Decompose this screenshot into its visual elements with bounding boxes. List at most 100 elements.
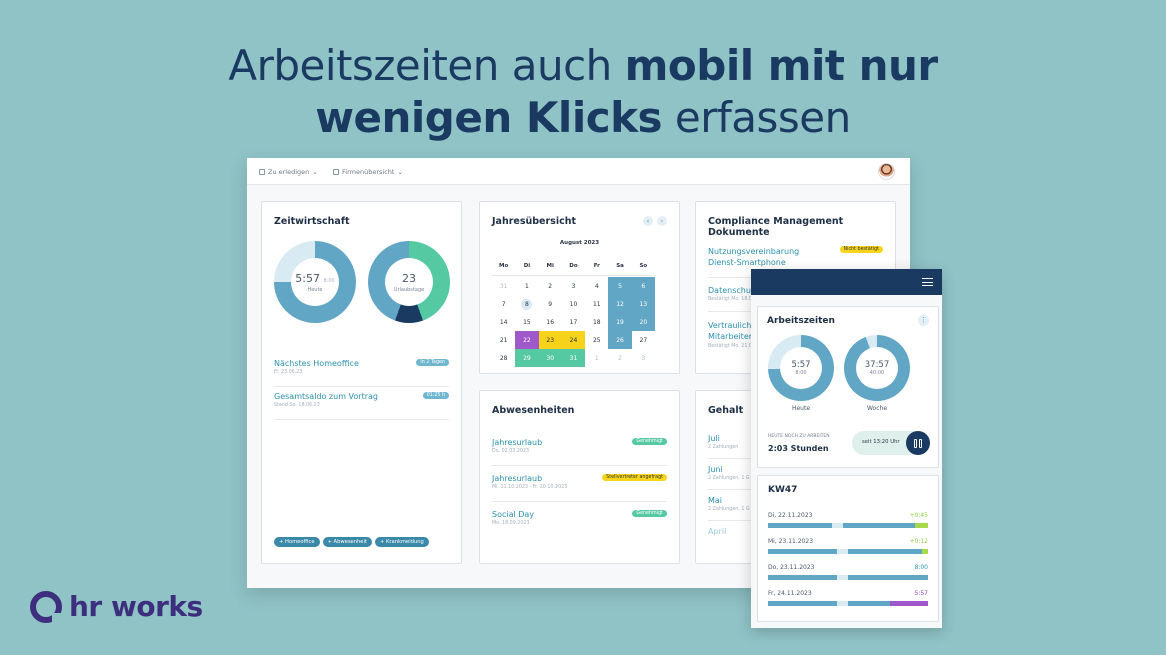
calendar-day[interactable]: 23	[538, 331, 562, 349]
card-arbeitszeiten: Arbeitszeiten ⋮ 5:57 8:00 Heute 37:57 40…	[757, 306, 939, 468]
card-zeitwirtschaft: Zeitwirtschaft 5:57 8:00 Heute 23 Urlaub…	[261, 201, 462, 564]
calendar-day[interactable]: 16	[546, 318, 555, 326]
weekday-label: So	[639, 263, 648, 269]
weekday-label: Mo	[499, 263, 509, 269]
avatar[interactable]	[878, 163, 895, 180]
card-title: Gehalt	[708, 405, 744, 416]
time-segment	[915, 523, 928, 528]
calendar-day[interactable]: 31	[561, 349, 586, 367]
calendar-day[interactable]: 4	[594, 282, 599, 290]
calendar-day[interactable]: 18	[592, 318, 601, 326]
calendar-day[interactable]: 8	[515, 295, 538, 313]
card-jahresuebersicht: Jahresübersicht ‹ › August 2023 Mo Di Mi Do…	[479, 201, 680, 374]
card-title: KW47	[768, 485, 798, 495]
calendar-day[interactable]: 3	[571, 282, 576, 290]
calendar-day[interactable]: 28	[499, 354, 508, 362]
calendar-day[interactable]: 1	[525, 282, 529, 290]
calendar-day[interactable]: 21	[499, 336, 508, 344]
calendar-week: 31 1 2 3 4 5 6	[492, 277, 655, 295]
calendar-day[interactable]: 12	[608, 295, 632, 313]
calendar-day[interactable]: 15	[523, 318, 531, 326]
donut-heute: 5:57 8:00 Heute	[274, 241, 356, 323]
list-item[interactable]: Social Day Mo. 18.09.2023 Genehmigt	[492, 510, 667, 538]
status-badge: Stellvertreter angefragt	[602, 474, 667, 481]
mobile-header	[751, 269, 942, 295]
calendar-day[interactable]: 14	[499, 318, 508, 326]
day-balance: 8:00	[914, 564, 928, 571]
card-abwesenheiten: Abwesenheiten Jahresurlaub Do. 02.03.202…	[479, 390, 680, 564]
building-icon	[333, 169, 339, 175]
donut-urlaubstage: 23 Urlaubstage	[368, 241, 450, 323]
day-row[interactable]: Do, 23.11.2023 8:00	[768, 564, 928, 580]
logo-icon	[30, 590, 62, 623]
more-options-icon[interactable]: ⋮	[918, 315, 929, 326]
calendar-day[interactable]: 20	[631, 313, 655, 331]
prev-month-button[interactable]: ‹	[643, 216, 653, 226]
card-title: Abwesenheiten	[492, 405, 575, 416]
day-balance: +0:12	[909, 538, 928, 545]
calendar-week: 7 8 9 10 11 12 13	[492, 295, 655, 313]
list-item[interactable]: Gesamtsaldo zum Vortrag Stand So. 18.06.…	[274, 392, 449, 420]
add-abwesenheit-button[interactable]: + Abwesenheit	[322, 537, 372, 547]
mobile-app-window: Arbeitszeiten ⋮ 5:57 8:00 Heute 37:57 40…	[751, 269, 942, 628]
status-badge: Nicht bestätigt	[839, 246, 883, 253]
calendar-week: 28 29 30 31 1 2 3	[492, 349, 655, 367]
list-item[interactable]: Jahresurlaub Mi. 11.10.2023 - Fr. 20.10.…	[492, 474, 667, 502]
timer-pill: seit 13:20 Uhr	[852, 431, 930, 455]
calendar-day[interactable]: 17	[569, 318, 578, 326]
calendar-day[interactable]: 19	[608, 313, 632, 331]
pause-button[interactable]	[906, 431, 930, 455]
add-homeoffice-button[interactable]: + Homeoffice	[274, 537, 320, 547]
calendar-day[interactable]: 9	[548, 300, 553, 308]
calendar-day[interactable]: 7	[501, 300, 506, 308]
donut-heute: 5:57 8:00	[768, 335, 834, 401]
calendar-day[interactable]: 11	[592, 300, 601, 308]
time-segment	[848, 601, 890, 606]
day-row[interactable]: Fr, 24.11.2023 5:57	[768, 590, 928, 606]
weekday-header: Mo Di Mi Do Fr Sa So	[492, 257, 655, 275]
calendar-week: 21 22 23 24 25 26 27	[492, 331, 655, 349]
time-segment	[768, 549, 837, 554]
list-item[interactable]: Nächstes Homeoffice Fr. 23.06.23 In 2 Ta…	[274, 359, 449, 387]
calendar-day[interactable]: 3	[641, 354, 646, 362]
calendar-day[interactable]: 2	[618, 354, 622, 362]
calendar-day[interactable]: 26	[608, 331, 632, 349]
next-month-button[interactable]: ›	[657, 216, 667, 226]
calendar-day[interactable]: 29	[515, 349, 539, 367]
calendar-day[interactable]: 25	[592, 336, 601, 344]
nav-zu-erledigen[interactable]: Zu erledigen ⌄	[259, 168, 318, 176]
calendar-day[interactable]: 22	[515, 331, 539, 349]
calendar-day[interactable]: 2	[548, 282, 553, 290]
calendar-day[interactable]: 6	[631, 277, 655, 295]
day-row[interactable]: Di, 22.11.2023 +0:45	[768, 512, 928, 528]
time-bar	[768, 549, 928, 554]
divider	[492, 275, 655, 276]
calendar-day[interactable]: 1	[594, 354, 599, 362]
calendar-week: 14 15 16 17 18 19 20	[492, 313, 655, 331]
calendar-day[interactable]: 10	[569, 300, 578, 308]
calendar-day[interactable]: 13	[631, 295, 655, 313]
menu-icon[interactable]	[922, 278, 933, 286]
card-title: Compliance Management Dokumente	[708, 216, 844, 238]
time-segment	[768, 601, 837, 606]
remaining-time: 2:03 Stunden	[768, 444, 829, 453]
calendar-day[interactable]: 24	[561, 331, 586, 349]
time-bar	[768, 523, 928, 528]
day-balance: 5:57	[914, 590, 928, 597]
add-krankmeldung-button[interactable]: + Krankmeldung	[374, 537, 429, 547]
time-bar	[768, 575, 928, 580]
list-item[interactable]: Jahresurlaub Do. 02.03.2023 Genehmigt	[492, 438, 667, 466]
list-item[interactable]: April	[708, 527, 727, 536]
calendar-day[interactable]: 30	[538, 349, 562, 367]
calendar-day[interactable]: 5	[608, 277, 632, 295]
list-item[interactable]: Vertraulichk Mitarbeiter Bestätigt Mo. 2…	[708, 321, 757, 349]
weekday-label: Mi	[546, 263, 554, 269]
weekday-label: Fr	[593, 263, 600, 269]
day-row[interactable]: Mi, 23.11.2023 +0:12	[768, 538, 928, 554]
chevron-down-icon: ⌄	[397, 168, 403, 176]
calendar-day[interactable]: 27	[639, 336, 648, 344]
calendar-day[interactable]: 31	[499, 282, 508, 290]
nav-firmenuebersicht[interactable]: Firmenübersicht ⌄	[333, 168, 403, 176]
headline: Arbeitszeiten auch mobil mit nur wenigen…	[228, 41, 938, 142]
pause-icon	[914, 438, 917, 448]
